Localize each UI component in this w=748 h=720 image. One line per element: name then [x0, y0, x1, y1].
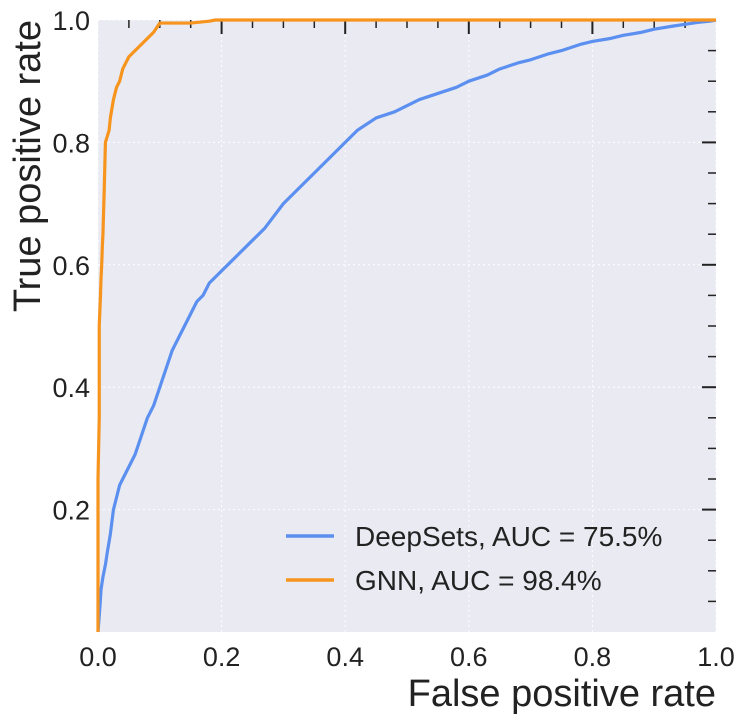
y-tick-label-1: 0.4 [52, 373, 90, 403]
x-tick-label-0: 0.0 [79, 642, 117, 672]
x-tick-label-2: 0.4 [326, 642, 364, 672]
legend: DeepSets, AUC = 75.5% GNN, AUC = 98.4% [286, 521, 662, 596]
x-tick-label-4: 0.8 [574, 642, 612, 672]
x-axis-label: False positive rate [408, 673, 716, 715]
series-layer [96, 18, 717, 633]
y-tick-label-0: 0.2 [52, 496, 90, 526]
x-tick-label-3: 0.6 [450, 642, 488, 672]
plot-background [98, 20, 716, 632]
series-line-gnn [96, 18, 716, 632]
series-line-deepsets [96, 18, 717, 633]
legend-label-gnn: GNN, AUC = 98.4% [355, 565, 602, 596]
x-tick-label-5: 1.0 [697, 642, 735, 672]
tick-labels: 0.0 0.2 0.4 0.6 0.8 1.0 0.2 0.4 0.6 0.8 1.0 [52, 6, 734, 672]
y-axis-label: True positive rate [7, 20, 49, 312]
y-tick-label-4: 1.0 [52, 6, 90, 36]
y-tick-label-2: 0.6 [52, 251, 90, 281]
x-tick-label-1: 0.2 [203, 642, 241, 672]
legend-label-deepsets: DeepSets, AUC = 75.5% [355, 521, 662, 552]
y-tick-label-3: 0.8 [52, 128, 90, 158]
